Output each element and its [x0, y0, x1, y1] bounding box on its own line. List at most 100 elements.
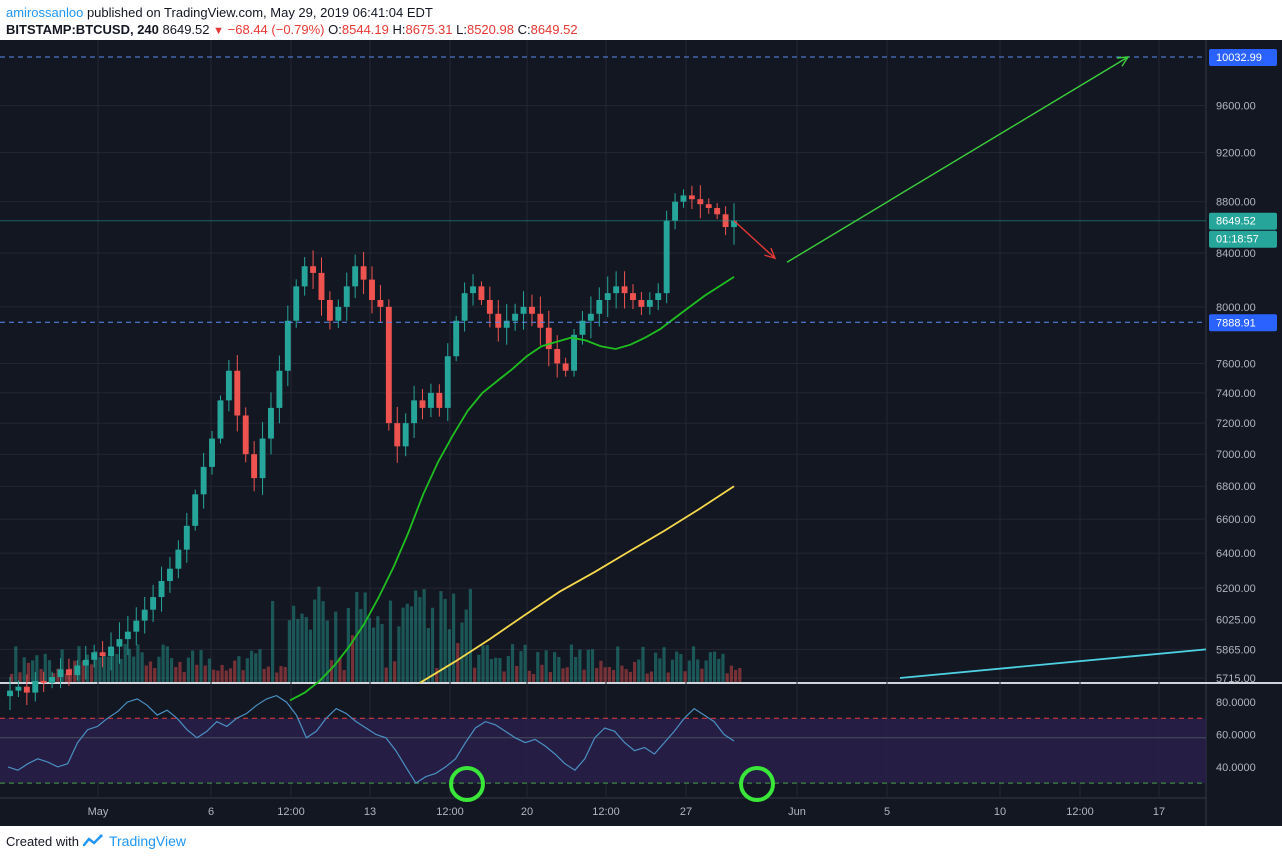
x-tick-label: 17 — [1153, 806, 1165, 818]
volume-bar — [89, 664, 94, 682]
volume-bar — [132, 656, 136, 682]
candle-body — [326, 299, 333, 321]
volume-bar — [31, 660, 35, 682]
volume-bar — [506, 656, 510, 682]
volume-bar — [468, 588, 473, 682]
volume-bar — [275, 672, 279, 682]
volume-bar — [18, 672, 22, 682]
volume-bar — [494, 657, 498, 682]
volume-bar — [725, 673, 729, 682]
y-tick-label: 6800.00 — [1216, 481, 1256, 493]
volume-bar — [515, 665, 519, 682]
candle-body — [529, 306, 535, 314]
x-tick-label: Jun — [788, 806, 806, 818]
y-tick-label: 9200.00 — [1216, 148, 1256, 160]
projection-arrow-green-head — [1116, 56, 1130, 67]
tradingview-brand[interactable]: TradingView — [108, 833, 187, 849]
candle-body — [562, 363, 569, 371]
y-tick-label: 7200.00 — [1216, 418, 1256, 430]
volume-bar — [620, 665, 624, 682]
volume-bar — [460, 622, 464, 682]
candle-body — [444, 356, 451, 408]
volume-bar — [182, 672, 186, 682]
candle-body — [352, 266, 359, 287]
y-tick-label: 8800.00 — [1216, 197, 1256, 209]
candle-body — [630, 293, 636, 300]
y-tick-label: 7400.00 — [1216, 388, 1256, 400]
low-value: 8520.98 — [466, 22, 514, 37]
rsi-tick-label: 80.0000 — [1216, 697, 1256, 709]
candle-body — [234, 370, 241, 416]
last-price-tag — [1209, 212, 1277, 230]
volume-bar — [60, 649, 64, 682]
candle-body — [284, 320, 291, 371]
top-level-tag — [1209, 49, 1277, 66]
candle-body — [486, 299, 493, 314]
volume-bar — [519, 651, 523, 682]
volume-bar — [106, 656, 111, 682]
candle-body — [7, 690, 13, 697]
volume-bar — [409, 606, 414, 682]
high-label: H: — [392, 22, 406, 37]
close-label: C: — [517, 22, 531, 37]
support-level-tag — [1209, 314, 1277, 332]
volume-bar — [98, 657, 102, 682]
volume-bar — [233, 660, 237, 682]
volume-bar — [287, 620, 292, 682]
volume-bar — [456, 643, 460, 682]
volume-bar — [144, 665, 148, 682]
volume-bar — [199, 650, 203, 682]
candle-body — [638, 299, 645, 307]
candle-body — [158, 581, 165, 598]
volume-bar — [367, 617, 371, 682]
volume-bar — [527, 670, 531, 682]
candle-body — [293, 286, 300, 321]
volume-bar — [540, 664, 544, 682]
volume-bar — [586, 649, 590, 682]
candle-body — [150, 597, 157, 610]
candle-body — [604, 293, 611, 300]
candle-body — [377, 299, 384, 307]
price-chart[interactable]: 9600.00 9200.00 8800.00 8400.00 8000.00 7600.… — [0, 40, 1282, 826]
candle-body — [587, 313, 594, 321]
volume-bar — [186, 657, 190, 682]
volume-bar — [435, 667, 439, 682]
candle-body — [613, 286, 620, 294]
volume-bar — [300, 613, 304, 682]
volume-bar — [696, 659, 700, 682]
volume-bar — [531, 673, 536, 682]
candle-body — [167, 568, 173, 582]
volume-bar — [607, 667, 611, 682]
author-name[interactable]: amirossanloo — [6, 5, 84, 20]
volume-bar — [489, 658, 494, 682]
candle-body — [369, 279, 375, 300]
x-tick-label: 6 — [208, 806, 214, 818]
candle-body — [714, 207, 721, 215]
volume-bar — [350, 635, 355, 682]
volume-bar — [595, 668, 599, 682]
candle-body — [74, 665, 81, 676]
volume-bar — [372, 627, 376, 682]
volume-bar — [178, 661, 182, 682]
candle-body — [453, 320, 460, 357]
candle-body — [697, 199, 704, 205]
volume-bar — [439, 591, 443, 682]
candle-body — [124, 631, 131, 640]
candle-body — [672, 201, 679, 221]
volume-bar — [451, 593, 456, 682]
volume-bar — [165, 646, 169, 682]
volume-bar — [603, 667, 607, 682]
volume-bar — [700, 668, 704, 682]
volume-bar — [153, 667, 157, 682]
candle-body — [40, 680, 47, 683]
volume-bar — [729, 665, 733, 682]
low-label: L: — [456, 22, 467, 37]
volume-bar — [346, 607, 350, 682]
volume-bar — [708, 652, 712, 682]
volume-bar — [338, 657, 342, 682]
volume-bar — [426, 628, 430, 682]
change-label: −68.44 (−0.79%) — [227, 22, 325, 37]
volume-bar — [283, 667, 287, 682]
rsi-tick-label: 40.0000 — [1216, 762, 1256, 774]
candle-body — [192, 494, 199, 526]
